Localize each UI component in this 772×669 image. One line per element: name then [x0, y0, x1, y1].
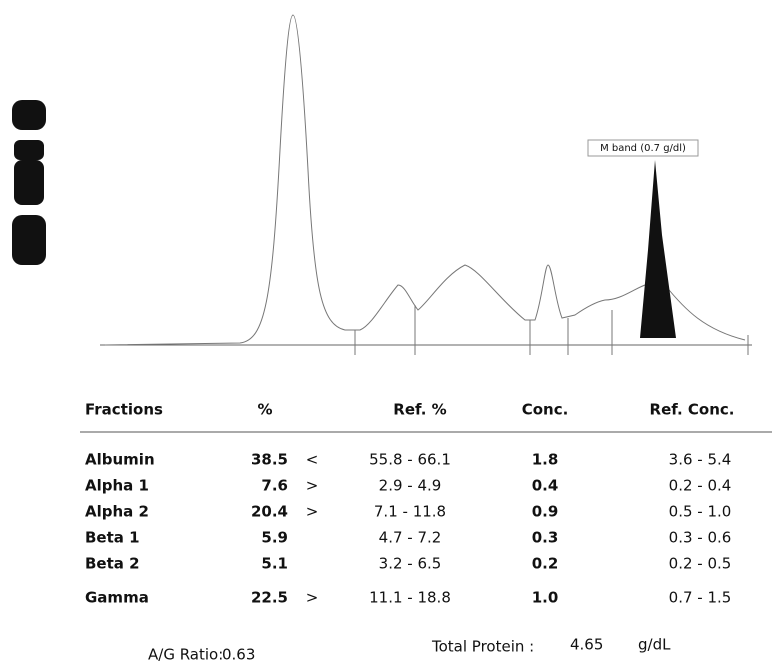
- cell-ref-conc: 0.5 - 1.0: [669, 503, 732, 521]
- cell-fraction: Gamma: [85, 589, 149, 607]
- cell-percent: 7.6: [261, 477, 288, 495]
- cell-ref-percent: 3.2 - 6.5: [379, 555, 442, 573]
- column-header: Ref. %: [393, 401, 446, 419]
- cell-conc: 1.8: [532, 451, 559, 469]
- ag-label: A/G Ratio:: [148, 646, 223, 664]
- column-header: %: [257, 401, 272, 419]
- ag-value: 0.63: [222, 646, 255, 664]
- report: M band (0.7 g/dl) Fractions% Ref. % Conc. R…: [0, 0, 772, 665]
- column-header: Ref. Conc.: [650, 401, 735, 419]
- cell-flag: >: [306, 589, 319, 607]
- cell-fraction: Beta 1: [85, 529, 140, 547]
- cell-ref-conc: 0.3 - 0.6: [669, 529, 732, 547]
- cell-ref-conc: 3.6 - 5.4: [669, 451, 732, 469]
- tp-label: Total Protein :: [431, 638, 534, 656]
- cell-ref-percent: 4.7 - 7.2: [379, 529, 442, 547]
- cell-ref-percent: 7.1 - 11.8: [374, 503, 446, 521]
- cell-ref-conc: 0.2 - 0.5: [669, 555, 732, 573]
- cell-conc: 1.0: [532, 589, 559, 607]
- column-header: Fractions: [85, 401, 163, 419]
- m-band-peak: [640, 160, 676, 338]
- cell-conc: 0.3: [532, 529, 559, 547]
- cell-percent: 22.5: [251, 589, 288, 607]
- cell-ref-percent: 2.9 - 4.9: [379, 477, 442, 495]
- cell-percent: 20.4: [251, 503, 288, 521]
- gel-strip: [12, 100, 46, 265]
- cell-conc: 0.9: [532, 503, 559, 521]
- cell-flag: >: [306, 477, 319, 495]
- cell-percent: 5.1: [261, 555, 288, 573]
- cell-ref-percent: 55.8 - 66.1: [369, 451, 451, 469]
- cell-flag: <: [306, 451, 319, 469]
- cell-conc: 0.4: [532, 477, 559, 495]
- cell-fraction: Alpha 1: [85, 477, 149, 495]
- cell-ref-conc: 0.7 - 1.5: [669, 589, 732, 607]
- cell-fraction: Albumin: [85, 451, 155, 469]
- cell-fraction: Alpha 2: [85, 503, 149, 521]
- tp-value: 4.65: [570, 636, 603, 654]
- annotation: M band (0.7 g/dl): [600, 143, 686, 154]
- cell-conc: 0.2: [532, 555, 559, 573]
- column-header: Conc.: [522, 401, 569, 419]
- cell-percent: 38.5: [251, 451, 288, 469]
- tp-unit: g/dL: [638, 636, 671, 654]
- cell-ref-percent: 11.1 - 18.8: [369, 589, 451, 607]
- cell-ref-conc: 0.2 - 0.4: [669, 477, 732, 495]
- fraction-dividers: [355, 305, 748, 355]
- cell-flag: >: [306, 503, 319, 521]
- cell-percent: 5.9: [261, 529, 288, 547]
- cell-fraction: Beta 2: [85, 555, 140, 573]
